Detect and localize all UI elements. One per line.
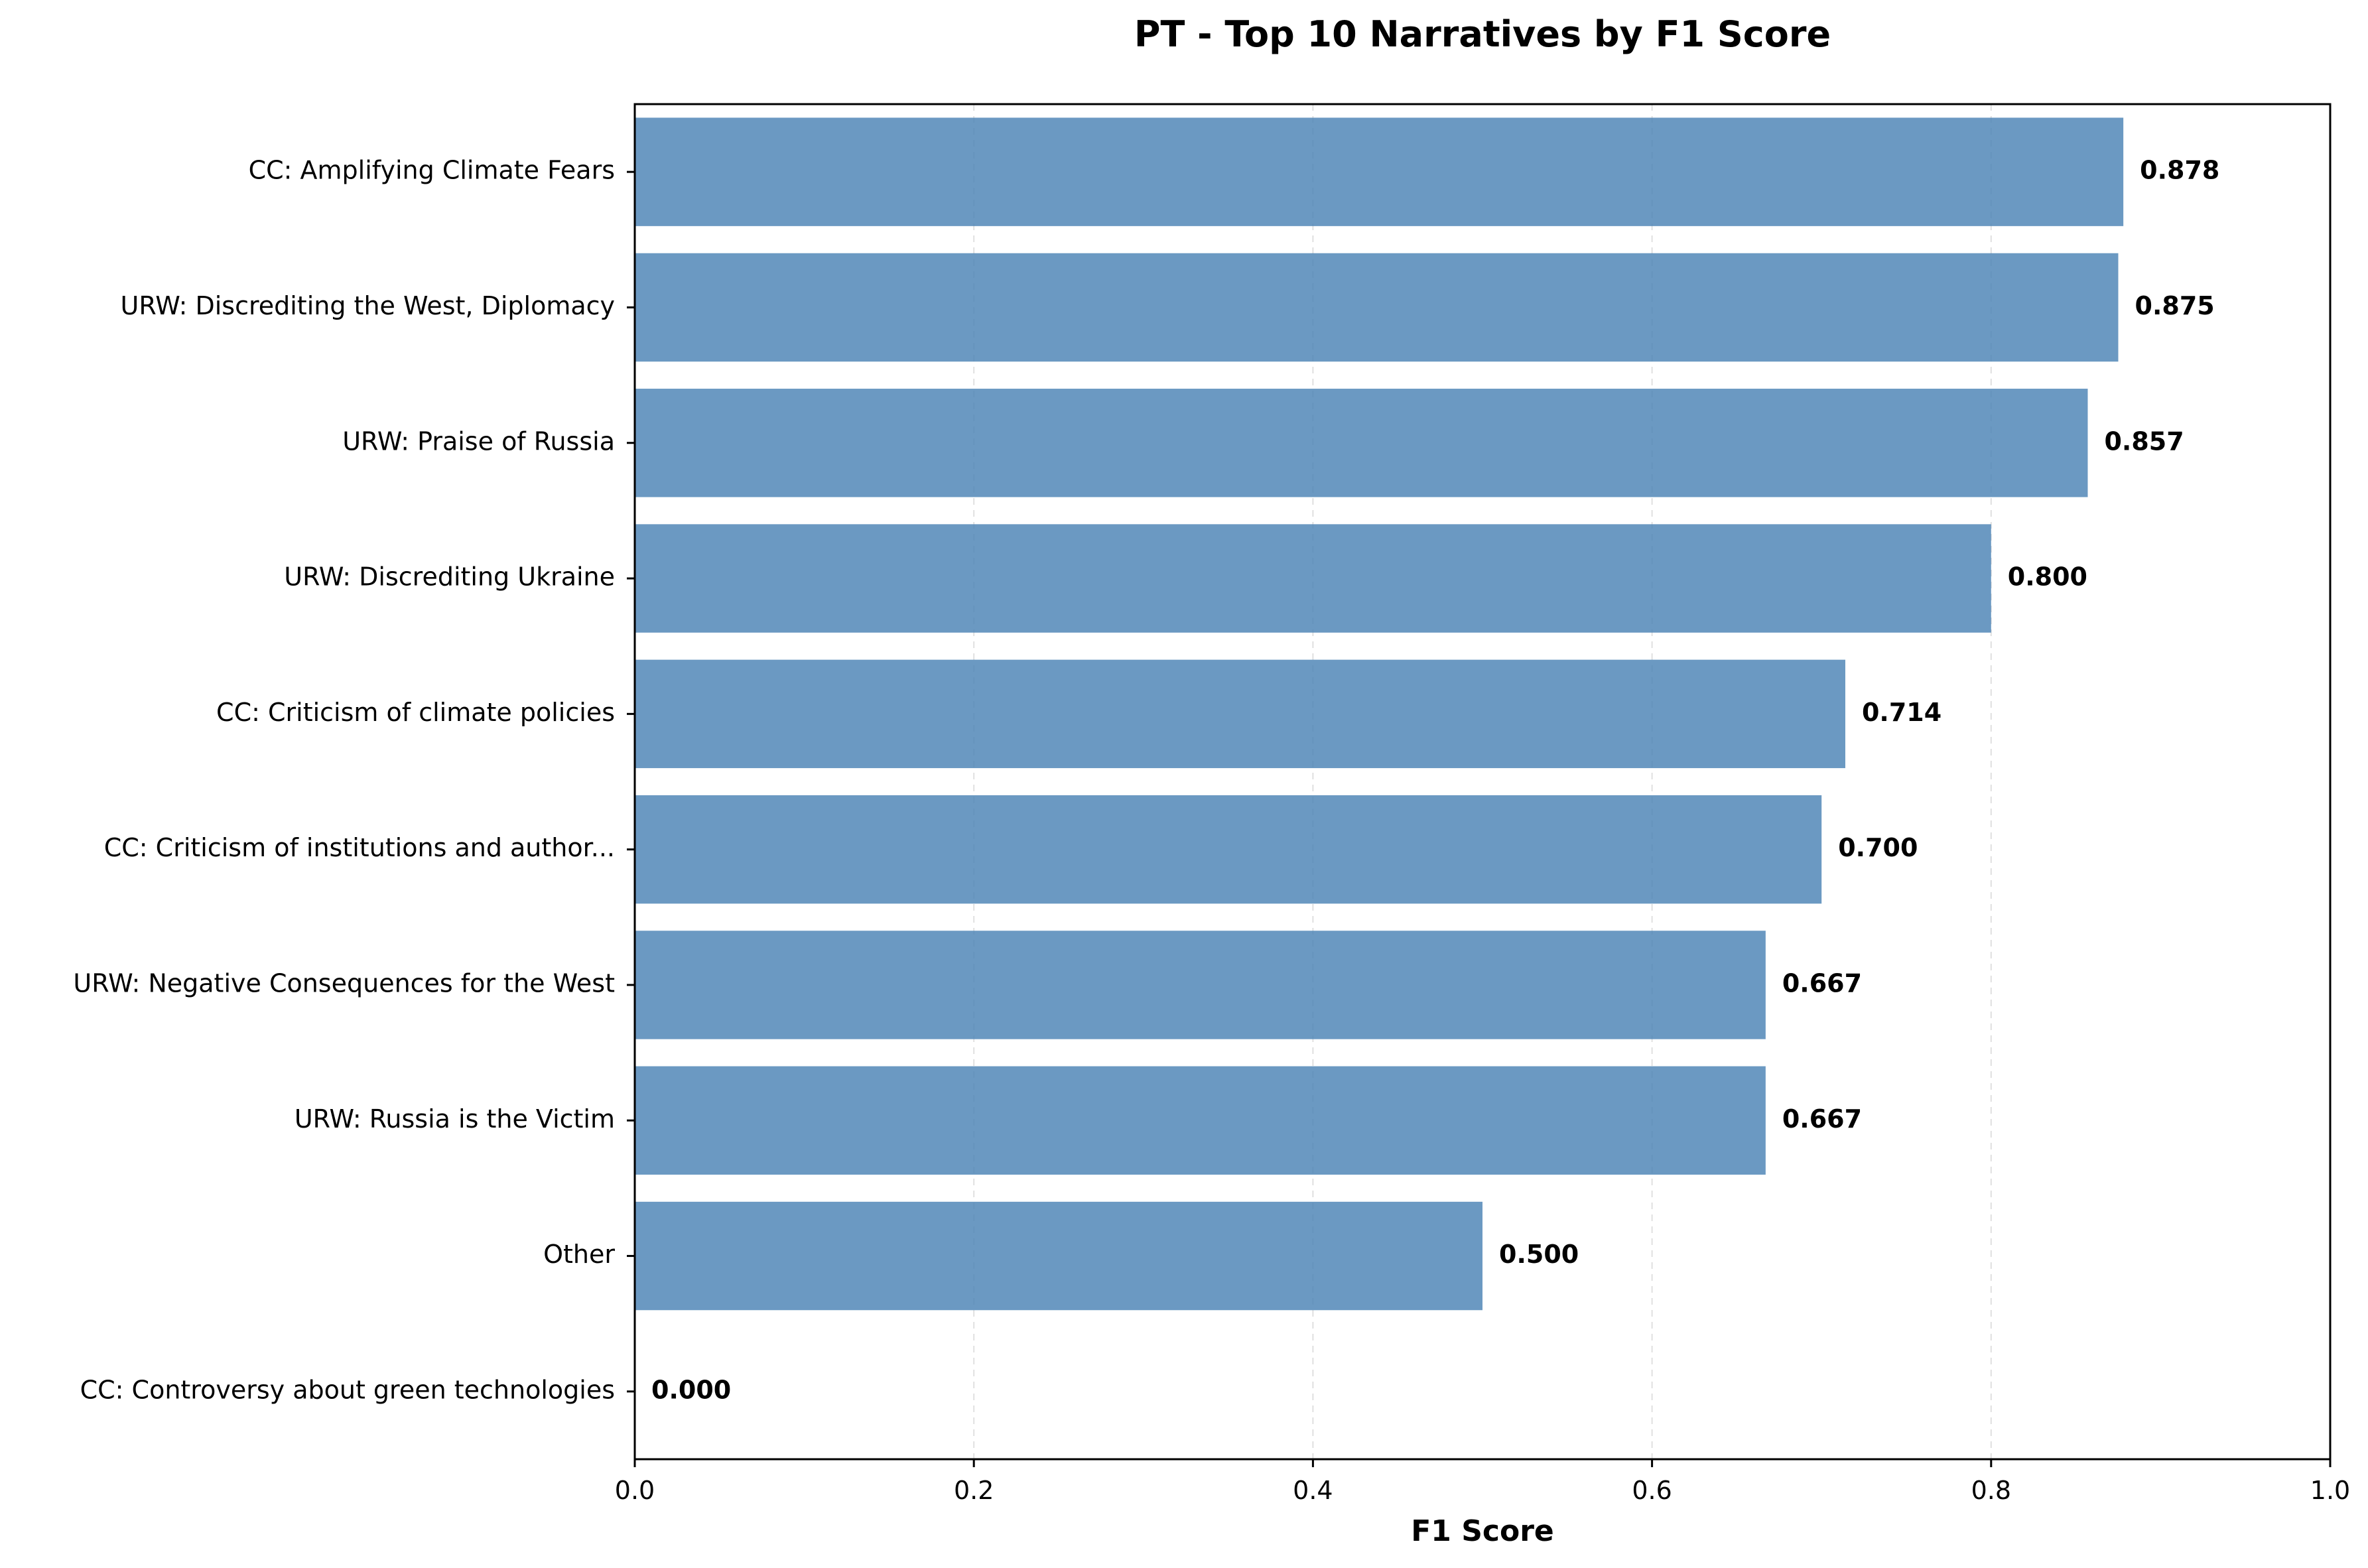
bar-value-label: 0.667 bbox=[1782, 1104, 1862, 1134]
y-category-label: URW: Negative Consequences for the West bbox=[73, 968, 615, 998]
value-labels: 0.878 0.875 0.857 0.800 0.714 0.700 0.667 0.667… bbox=[651, 156, 2219, 1405]
bar bbox=[635, 389, 2088, 497]
x-tick-label: 0.4 bbox=[1293, 1476, 1333, 1505]
y-category-label: CC: Criticism of institutions and author… bbox=[104, 833, 615, 862]
bar-value-label: 0.800 bbox=[2008, 562, 2087, 592]
x-tick-label: 0.8 bbox=[1971, 1476, 2011, 1505]
bar bbox=[635, 1201, 1482, 1311]
x-axis-label: F1 Score bbox=[1411, 1514, 1554, 1548]
plot-frame bbox=[633, 103, 2332, 1461]
bar-value-label: 0.875 bbox=[2135, 291, 2215, 320]
bar bbox=[635, 524, 1991, 633]
bar-value-label: 0.667 bbox=[1782, 968, 1862, 998]
x-tick-label: 1.0 bbox=[2310, 1476, 2350, 1505]
y-category-label: Other bbox=[543, 1240, 615, 1269]
bar bbox=[635, 795, 1822, 904]
bar-value-label: 0.700 bbox=[1838, 833, 1918, 862]
y-category-label: URW: Discrediting the West, Diplomacy bbox=[121, 291, 615, 320]
bar bbox=[635, 659, 1845, 769]
y-category-label: URW: Discrediting Ukraine bbox=[284, 562, 615, 592]
bar-value-label: 0.857 bbox=[2104, 426, 2184, 456]
bar-value-label: 0.000 bbox=[651, 1375, 731, 1404]
y-axis-category-labels: CC: Amplifying Climate Fears URW: Discred… bbox=[73, 156, 635, 1404]
bar-value-label: 0.878 bbox=[2140, 156, 2219, 185]
bar-value-label: 0.500 bbox=[1499, 1240, 1579, 1269]
bars bbox=[635, 117, 2124, 1311]
chart-title: PT - Top 10 Narratives by F1 Score bbox=[1134, 13, 1831, 55]
y-category-label: CC: Controversy about green technologies bbox=[80, 1375, 615, 1404]
x-tick-label: 0.0 bbox=[615, 1476, 655, 1505]
bar-value-label: 0.714 bbox=[1862, 698, 1941, 727]
y-category-label: URW: Russia is the Victim bbox=[295, 1104, 615, 1134]
y-category-label: URW: Praise of Russia bbox=[342, 426, 615, 456]
x-axis-ticks: 0.0 0.2 0.4 0.6 0.8 1.0 bbox=[615, 1459, 2350, 1505]
y-category-label: CC: Criticism of climate policies bbox=[216, 698, 615, 727]
bar bbox=[635, 117, 2124, 226]
y-category-label: CC: Amplifying Climate Fears bbox=[249, 156, 615, 185]
bar bbox=[635, 1066, 1766, 1175]
x-tick-label: 0.6 bbox=[1632, 1476, 1672, 1505]
bar bbox=[635, 253, 2119, 362]
bar bbox=[635, 931, 1766, 1039]
x-tick-label: 0.2 bbox=[954, 1476, 994, 1505]
